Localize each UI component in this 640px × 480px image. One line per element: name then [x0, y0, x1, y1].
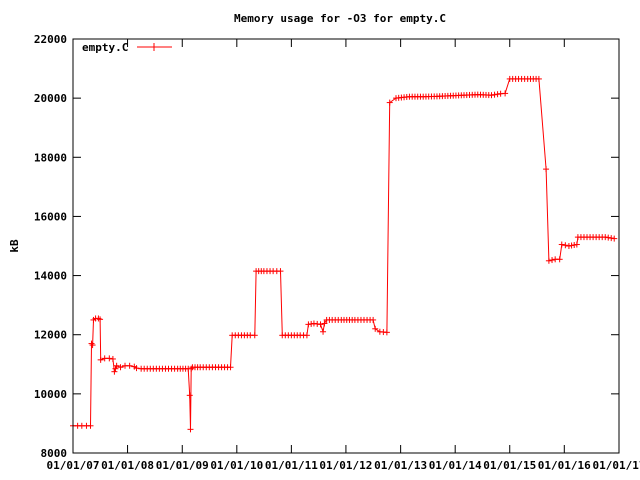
data-point: [535, 75, 542, 82]
data-point-dense: [549, 257, 556, 264]
data-point: [97, 316, 104, 323]
data-point: [611, 235, 618, 242]
data-point: [126, 362, 133, 369]
data-point: [188, 365, 195, 372]
axes: 8000 10000 12000 14000 16000 18000 20000 22000 0…: [34, 33, 640, 472]
y-tick-label: 20000: [34, 92, 67, 105]
x-tick-label: 01/01/09: [156, 459, 209, 472]
data-point: [556, 256, 563, 263]
x-tick-label: 01/01/10: [210, 459, 263, 472]
data-point: [251, 332, 258, 339]
y-axis-label: kB: [8, 239, 21, 253]
data-point: [545, 257, 552, 264]
x-tick-label: 01/01/08: [101, 459, 154, 472]
data-point: [112, 365, 119, 372]
legend-label-empty-c: empty.C: [82, 41, 128, 54]
data-point: [186, 392, 193, 399]
data-point: [117, 364, 124, 371]
data-point: [321, 320, 328, 327]
series-layer: [70, 75, 618, 433]
data-point: [187, 426, 194, 433]
x-tick-label: 01/01/16: [538, 459, 591, 472]
chart-title: Memory usage for -O3 for empty.C: [234, 12, 446, 25]
data-point: [97, 356, 104, 363]
data-point: [317, 321, 324, 328]
x-tick-label: 01/01/12: [319, 459, 372, 472]
data-point: [227, 364, 234, 371]
legend: empty.C: [82, 41, 172, 54]
data-point: [573, 241, 580, 248]
y-tick-label: 22000: [34, 33, 67, 46]
y-tick-label: 16000: [34, 210, 67, 223]
data-point: [320, 328, 327, 335]
x-tick-label: 01/01/14: [429, 459, 482, 472]
data-point: [277, 268, 284, 275]
x-tick-label: 01/01/11: [265, 459, 318, 472]
plot-frame: [72, 38, 620, 454]
data-point: [502, 90, 509, 97]
data-point: [87, 422, 94, 429]
x-tick-label: 01/01/17: [593, 459, 640, 472]
data-point: [386, 99, 393, 106]
data-point: [113, 362, 120, 369]
data-point: [111, 368, 118, 375]
data-point: [89, 342, 96, 349]
data-point: [133, 365, 140, 372]
data-point: [370, 316, 377, 323]
data-point: [372, 325, 379, 332]
y-tick-label: 12000: [34, 329, 67, 342]
y-tick-label: 18000: [34, 151, 67, 164]
x-tick-label: 01/01/07: [47, 459, 100, 472]
data-point-dense: [562, 242, 569, 249]
data-point: [558, 241, 565, 248]
data-point: [383, 329, 390, 336]
x-tick-label: 01/01/13: [374, 459, 427, 472]
y-tick-label: 14000: [34, 270, 67, 283]
data-point: [303, 332, 310, 339]
x-tick-label: 01/01/15: [483, 459, 536, 472]
data-point: [109, 355, 116, 362]
series-line-empty-c: [73, 78, 615, 430]
data-point: [106, 355, 113, 362]
data-point: [543, 166, 550, 173]
data-point: [88, 340, 95, 347]
y-tick-label: 10000: [34, 388, 67, 401]
y-tick-label: 8000: [41, 447, 68, 460]
